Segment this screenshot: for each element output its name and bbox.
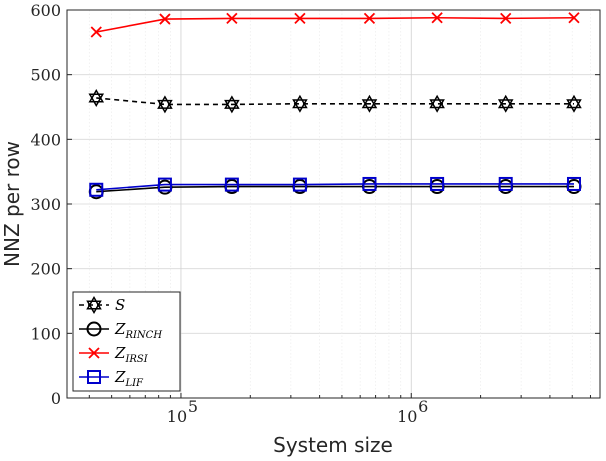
- data-point: [224, 95, 240, 114]
- legend-label-subscript: IRSI: [124, 354, 148, 365]
- x-tick-label: 10: [397, 407, 417, 426]
- data-point: [292, 177, 307, 192]
- data-point: [88, 347, 100, 359]
- x-tick-label-exponent: 5: [188, 397, 198, 416]
- data-point: [86, 321, 102, 337]
- series-z-lif: [89, 176, 581, 197]
- data-point: [86, 295, 102, 315]
- data-series: [88, 12, 582, 200]
- series-z-irsi: [90, 12, 580, 38]
- legend-label-subscript: LIF: [124, 378, 144, 389]
- data-point: [159, 13, 171, 25]
- data-point: [500, 12, 512, 25]
- y-tick-label: 100: [30, 324, 61, 343]
- data-point: [87, 370, 101, 384]
- y-axis-title: NNZ per row: [0, 141, 24, 267]
- data-point: [157, 95, 173, 114]
- y-tick-label: 300: [30, 195, 61, 214]
- data-point: [157, 177, 172, 192]
- legend-item: S: [79, 295, 125, 315]
- x-tick-label: 10: [167, 407, 187, 426]
- series-line: [96, 16, 574, 33]
- data-point: [224, 177, 239, 192]
- series-s: [88, 88, 582, 114]
- data-point: [292, 94, 308, 113]
- y-tick-label: 0: [51, 389, 61, 408]
- data-point: [90, 26, 102, 38]
- series-line: [96, 97, 574, 106]
- y-tick-label: 400: [30, 130, 61, 149]
- data-point: [431, 12, 443, 24]
- legend-box: [72, 291, 181, 392]
- data-point: [429, 94, 445, 113]
- data-point: [566, 176, 581, 191]
- data-point: [88, 88, 105, 107]
- y-tick-label: 200: [30, 260, 61, 279]
- data-point: [566, 94, 582, 113]
- y-tick-label: 600: [30, 1, 61, 20]
- data-point: [430, 176, 445, 191]
- series-line: [96, 183, 574, 191]
- data-point: [362, 176, 377, 191]
- x-tick-label-exponent: 6: [418, 397, 428, 416]
- x-axis-title: System size: [273, 433, 393, 457]
- data-point: [363, 12, 376, 25]
- data-point: [568, 12, 580, 24]
- data-point: [361, 94, 378, 113]
- data-point: [498, 176, 513, 191]
- data-point: [226, 12, 238, 25]
- data-point: [294, 12, 306, 25]
- legend-label-subscript: RINCH: [124, 330, 162, 341]
- data-point: [497, 94, 514, 113]
- data-point: [89, 182, 104, 197]
- y-tick-label: 500: [30, 66, 61, 85]
- legend-label: S: [115, 296, 125, 314]
- series-line: [96, 185, 574, 193]
